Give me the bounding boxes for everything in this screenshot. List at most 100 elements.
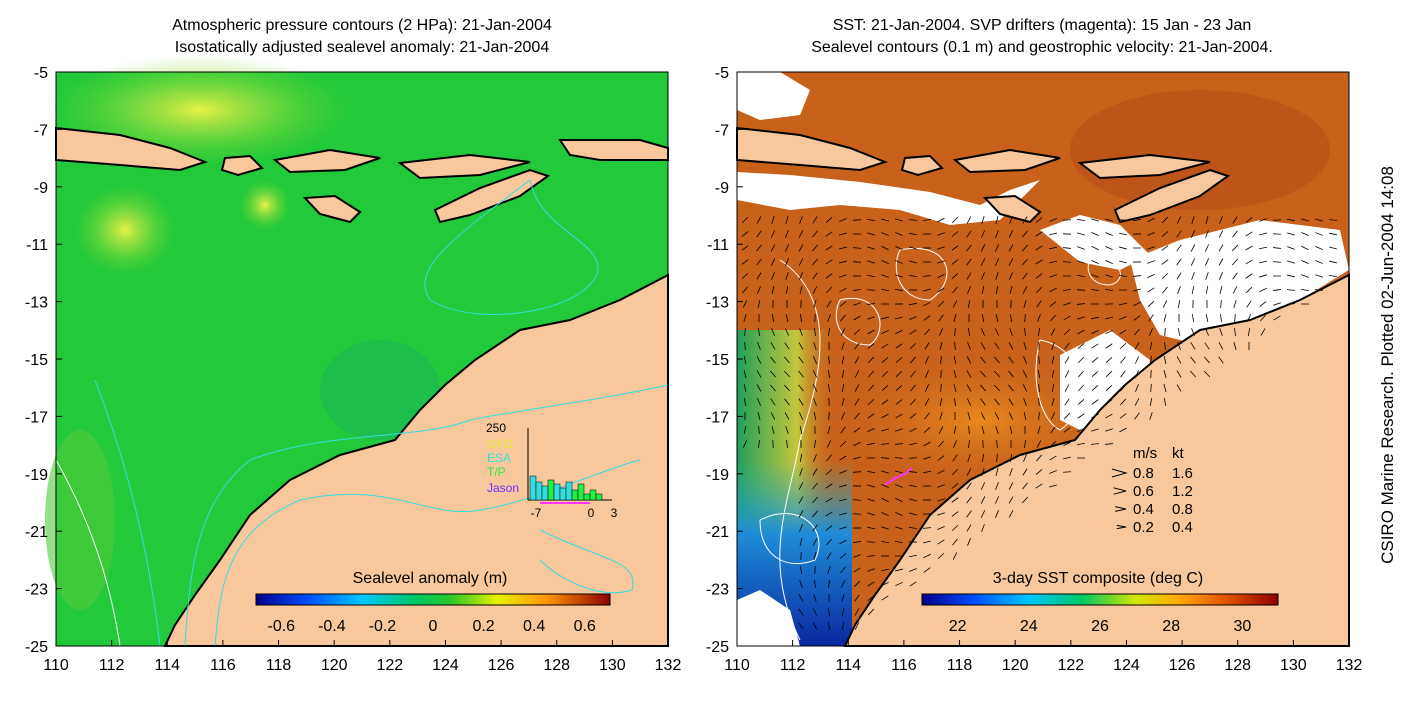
velocity-arrow (1064, 384, 1070, 392)
velocity-arrow (995, 216, 999, 224)
colorbar-tick-label: 30 (1234, 618, 1252, 635)
velocity-arrow (952, 300, 958, 308)
velocity-arrow (741, 259, 749, 265)
velocity-arrow (937, 274, 945, 278)
velocity-arrow (1023, 454, 1027, 462)
velocity-arrow (853, 580, 861, 588)
velocity-arrow (1010, 299, 1012, 309)
velocity-arrow (840, 580, 846, 588)
velocity-arrow (894, 288, 904, 292)
velocity-arrow (814, 579, 816, 589)
velocity-arrow (1009, 216, 1013, 224)
velocity-arrow (798, 594, 804, 602)
velocity-arrow (1036, 440, 1042, 448)
sla-colorbar-ticks: -0.6 -0.4 -0.2 0 0.2 0.4 0.6 (267, 618, 595, 635)
velocity-arrow (1147, 217, 1155, 223)
velocity-arrow (1205, 216, 1209, 224)
velocity-arrow (813, 412, 817, 420)
velocity-arrow (895, 568, 903, 572)
velocity-arrow (866, 541, 876, 543)
velocity-arrow (1063, 302, 1071, 306)
velocity-arrow (867, 232, 875, 236)
velocity-arrow (785, 216, 789, 224)
velocity-arrow (895, 581, 903, 587)
velocity-arrow (1105, 357, 1113, 363)
velocity-key-ms-value: 0.2 (1133, 519, 1154, 536)
left-lat-tick-label: -23 (25, 582, 48, 599)
velocity-arrow (1105, 370, 1113, 378)
velocity-arrow (1051, 398, 1055, 406)
velocity-arrow (1233, 342, 1237, 350)
velocity-arrow (1147, 260, 1155, 264)
velocity-arrow (867, 246, 875, 250)
velocity-arrow (839, 287, 847, 293)
velocity-arrow (895, 470, 903, 474)
velocity-arrow (1008, 356, 1014, 364)
velocity-arrow (980, 258, 986, 266)
velocity-arrow (1134, 328, 1140, 336)
velocity-arrow (1105, 413, 1113, 419)
velocity-arrow (1035, 469, 1043, 475)
velocity-arrow (839, 246, 847, 250)
velocity-arrow (924, 412, 930, 420)
right-lon-tick-label: 120 (1002, 657, 1029, 674)
velocity-key-kt-value: 1.6 (1172, 465, 1193, 482)
velocity-arrow (909, 512, 917, 516)
velocity-arrow (1287, 232, 1295, 236)
velocity-arrow (867, 608, 875, 616)
velocity-arrow (854, 384, 860, 392)
velocity-arrow (1091, 245, 1099, 251)
velocity-arrow (757, 342, 761, 350)
velocity-arrow (966, 468, 972, 476)
velocity-arrow (1135, 370, 1139, 378)
colorbar-tick-label: -0.2 (369, 618, 397, 635)
sla-colorbar-label: Sealevel anomaly (m) (353, 570, 508, 587)
velocity-arrow (981, 426, 985, 434)
velocity-arrow (756, 272, 762, 280)
right-lon-tick-label: 130 (1280, 657, 1307, 674)
velocity-arrow (1133, 288, 1141, 292)
velocity-arrow (1205, 230, 1209, 238)
velocity-arrow (939, 342, 943, 350)
velocity-arrow (1232, 230, 1238, 238)
inset-xtick-zero: 0 (588, 506, 595, 520)
velocity-arrow (980, 244, 986, 252)
flores-island (397, 153, 531, 180)
right-lat-tick-label: -17 (706, 409, 729, 426)
velocity-arrow (770, 412, 776, 420)
velocity-arrow (867, 343, 875, 349)
velocity-arrow (770, 384, 776, 392)
velocity-arrow (1328, 219, 1338, 221)
velocity-arrow (980, 370, 986, 378)
velocity-arrow (1009, 328, 1013, 336)
velocity-arrow (995, 272, 999, 280)
java-island-sst (736, 126, 888, 172)
velocity-arrow (866, 218, 876, 222)
velocity-arrow (800, 299, 802, 309)
velocity-arrow (994, 244, 1000, 252)
velocity-arrow (825, 259, 833, 265)
right-title-line1: SST: 21-Jan-2004. SVP drifters (magenta)… (832, 17, 1252, 34)
velocity-arrow (1008, 384, 1014, 392)
velocity-arrow (881, 582, 889, 586)
sla-west-band (45, 430, 115, 610)
velocity-arrow (867, 484, 875, 488)
velocity-arrow (1037, 369, 1041, 379)
velocity-arrow (1023, 342, 1027, 350)
velocity-arrow (1220, 299, 1222, 309)
velocity-arrow (1163, 356, 1167, 364)
velocity-arrow (1010, 313, 1012, 323)
velocity-arrow (868, 370, 874, 378)
velocity-arrow (995, 314, 999, 322)
velocity-arrow (1301, 218, 1309, 222)
velocity-arrow (923, 553, 931, 559)
velocity-arrow (1035, 259, 1043, 265)
velocity-arrow (1134, 412, 1140, 420)
colorbar-tick-label: -0.4 (318, 618, 346, 635)
velocity-arrow (939, 412, 943, 420)
velocity-arrow (980, 356, 986, 364)
left-lat-tick-label: -15 (25, 352, 48, 369)
velocity-arrow (814, 313, 816, 323)
velocity-arrow (825, 231, 833, 237)
velocity-arrow (881, 399, 889, 405)
